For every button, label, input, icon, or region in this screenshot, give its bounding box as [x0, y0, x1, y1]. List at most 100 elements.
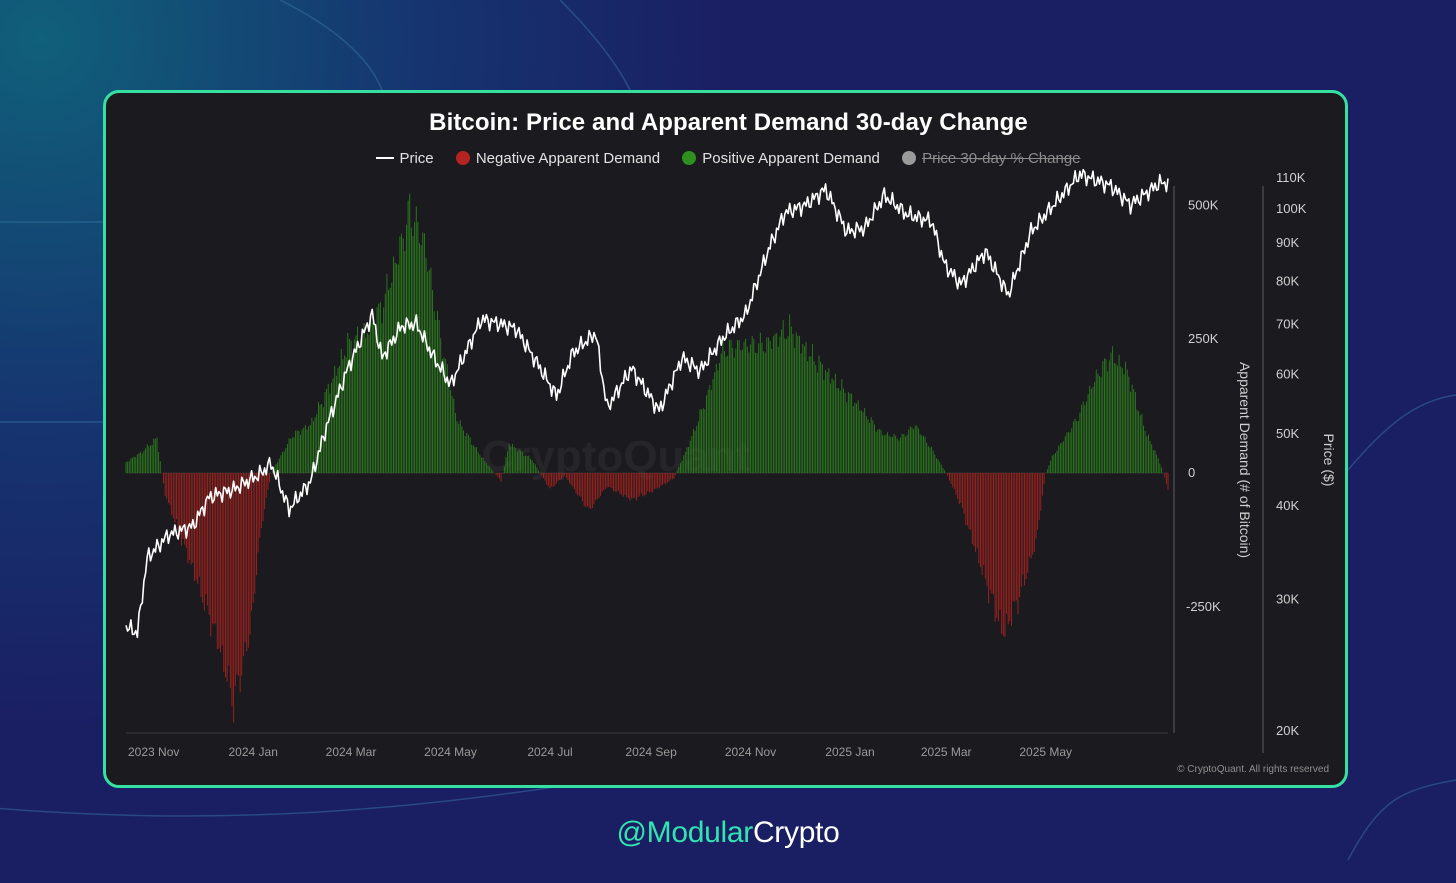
positive-demand-bar: [503, 466, 505, 473]
positive-demand-bar: [702, 408, 704, 473]
negative-demand-bar: [613, 473, 615, 492]
negative-demand-bar: [952, 473, 954, 488]
positive-demand-bar: [818, 355, 820, 473]
negative-demand-bar: [608, 473, 610, 487]
positive-demand-bar: [507, 451, 509, 473]
negative-demand-bar: [228, 473, 230, 666]
negative-demand-bar: [190, 473, 192, 565]
negative-demand-bar: [626, 473, 628, 497]
negative-demand-bar: [184, 473, 186, 545]
negative-demand-bar: [593, 473, 595, 505]
positive-demand-bar: [1131, 384, 1133, 473]
negative-demand-bar: [631, 473, 632, 499]
positive-demand-bar: [512, 443, 513, 473]
negative-demand-bar: [1019, 473, 1021, 598]
positive-demand-bar: [401, 233, 403, 473]
right-tick-label: 100K: [1276, 201, 1307, 216]
positive-demand-bar: [481, 457, 482, 473]
negative-demand-bar: [260, 473, 262, 529]
negative-demand-bar: [984, 473, 986, 579]
price-line-swatch: [376, 156, 395, 159]
negative-demand-bar: [958, 473, 960, 505]
positive-demand-bar: [1087, 394, 1089, 473]
positive-demand-bar: [710, 390, 712, 473]
negative-demand-bar: [234, 473, 236, 687]
chart-canvas: CryptoQuant 2023 Nov 2024 Jan 2024 Mar 2024…: [125, 168, 1337, 759]
positive-demand-bar: [389, 287, 391, 473]
chart-legend: Price Negative Apparent Demand Positive …: [106, 149, 1345, 167]
negative-demand-bar: [983, 473, 985, 566]
positive-demand-bar: [694, 430, 696, 473]
positive-demand-bar: [870, 417, 872, 473]
positive-demand-bar: [526, 456, 528, 473]
negative-demand-bar: [657, 473, 659, 488]
negative-demand-bar: [642, 473, 644, 497]
positive-demand-bar: [159, 461, 161, 473]
negative-demand-bar: [1024, 473, 1025, 586]
positive-demand-bar: [472, 445, 474, 473]
negative-demand-bar: [500, 473, 502, 482]
positive-demand-bar: [1102, 361, 1104, 473]
positive-demand-bar: [319, 404, 321, 473]
positive-demand-bar: [479, 454, 481, 473]
positive-demand-bar: [344, 355, 345, 473]
positive-demand-bar: [802, 343, 804, 473]
x-tick-label: 2024 Jan: [229, 745, 278, 759]
positive-demand-bar: [891, 436, 893, 473]
positive-demand-bar: [905, 436, 906, 473]
positive-demand-bar: [158, 451, 160, 473]
positive-demand-bar: [1095, 369, 1097, 473]
positive-demand-bar: [347, 332, 349, 473]
negative-demand-bar: [1035, 473, 1037, 539]
positive-demand-bar: [877, 429, 879, 473]
positive-demand-bar: [769, 340, 771, 473]
negative-demand-bar: [621, 473, 623, 496]
left-tick-label: -250K: [1186, 599, 1221, 614]
positive-demand-bar: [273, 466, 275, 473]
positive-demand-bar: [720, 353, 722, 473]
positive-demand-bar: [453, 398, 455, 473]
negative-demand-bar: [991, 473, 993, 594]
positive-demand-bar: [423, 233, 425, 473]
positive-demand-bar: [722, 339, 724, 473]
positive-demand-bar: [1120, 366, 1122, 473]
positive-demand-bar: [1079, 412, 1081, 473]
negative-demand-bar: [1038, 473, 1040, 520]
negative-demand-bar: [177, 473, 179, 530]
positive-demand-bar: [1064, 436, 1066, 473]
legend-item-positive-demand[interactable]: Positive Apparent Demand: [682, 150, 880, 167]
positive-demand-bar: [536, 467, 538, 473]
positive-demand-bar: [727, 355, 729, 473]
chart-title: Bitcoin: Price and Apparent Demand 30-da…: [429, 109, 1028, 136]
legend-item-price-change[interactable]: Price 30-day % Change: [902, 150, 1081, 167]
negative-demand-bar: [1020, 473, 1022, 588]
positive-demand-bar: [534, 464, 536, 473]
negative-demand-bar: [189, 473, 191, 560]
positive-demand-bar: [1159, 463, 1161, 473]
positive-demand-bar: [888, 435, 890, 473]
positive-demand-bar: [800, 353, 802, 473]
negative-demand-bar: [231, 473, 233, 707]
negative-demand-bar: [257, 473, 259, 553]
positive-demand-bar: [875, 431, 877, 473]
positive-demand-bar: [707, 389, 709, 473]
positive-demand-bar: [772, 336, 774, 473]
positive-demand-bar: [370, 313, 372, 473]
positive-demand-bar: [538, 470, 540, 473]
positive-demand-bar: [795, 332, 797, 473]
positive-demand-bar: [282, 451, 283, 473]
positive-demand-bar: [768, 337, 769, 473]
negative-demand-bar: [197, 473, 199, 584]
negative-demand-bar: [965, 473, 967, 526]
positive-demand-bar: [807, 361, 809, 473]
legend-item-negative-demand[interactable]: Negative Apparent Demand: [455, 150, 660, 167]
positive-demand-bar: [883, 435, 885, 473]
negative-demand-bar: [225, 473, 226, 678]
negative-demand-bar: [1028, 473, 1030, 557]
positive-demand-bar: [487, 465, 489, 473]
legend-item-price[interactable]: Price: [376, 150, 434, 167]
positive-demand-bar: [362, 339, 363, 473]
negative-demand-bar: [207, 473, 208, 606]
positive-demand-bar: [469, 437, 471, 473]
right-axis-label: Price ($): [1321, 434, 1337, 487]
